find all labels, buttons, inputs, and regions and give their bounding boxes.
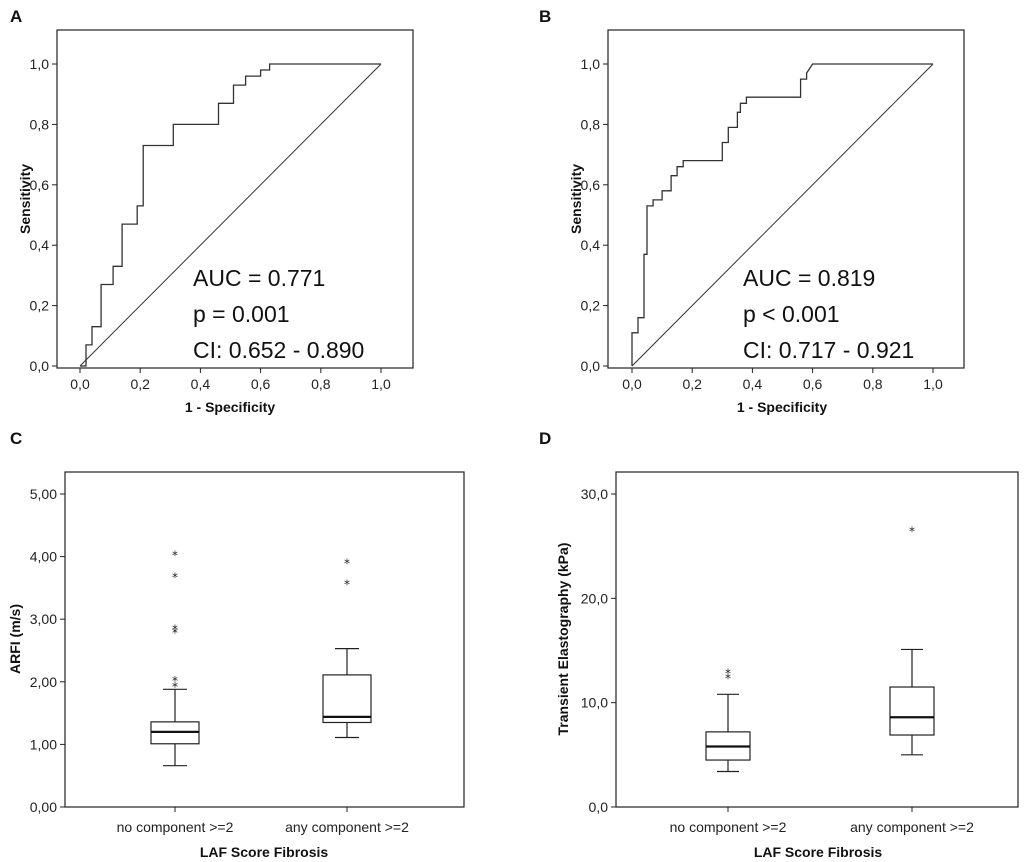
y-tick-label: 2,00 <box>30 674 57 690</box>
outlier-marker: * <box>172 622 178 636</box>
x-tick-label: 0,4 <box>191 376 211 392</box>
panel-b: B 0,0 0,2 0,4 0,6 0,8 1,0 0,0 0,2 0,4 0,6 0,8 1,0 1 -… <box>539 7 965 415</box>
x-tick-label: 0,4 <box>743 376 763 392</box>
box-plot-any-component: ** <box>322 557 372 739</box>
outlier-marker: * <box>172 680 178 694</box>
outlier-marker: * <box>909 524 915 538</box>
y-tick-label: 0,2 <box>581 298 601 314</box>
panel-letter-a: A <box>10 7 22 26</box>
x-tick-label: 1,0 <box>923 376 943 392</box>
y-tick-label: 1,00 <box>30 736 57 752</box>
y-tick-label: 0,0 <box>581 358 601 374</box>
panel-letter-d: D <box>539 429 551 448</box>
x-tick-label: 0,8 <box>863 376 883 392</box>
outlier-marker: * <box>344 557 350 571</box>
x-axis-title: 1 - Specificity <box>737 399 827 415</box>
y-tick-label: 0,0 <box>30 358 50 374</box>
annotation-ci: CI: 0.652 - 0.890 <box>193 337 364 363</box>
box-plot-no-component: ****** <box>150 549 200 767</box>
y-tick-label: 1,0 <box>581 56 601 72</box>
panel-letter-c: C <box>10 429 22 448</box>
iqr-box <box>889 686 935 736</box>
y-axis-title: Sensitivity <box>17 164 33 234</box>
x-axis-title: 1 - Specificity <box>185 399 275 415</box>
x-category-label: any component >=2 <box>850 819 974 835</box>
annotation-auc: AUC = 0.771 <box>193 265 325 291</box>
box-plot-no-component: ** <box>705 666 751 773</box>
panel-d: D 0,0 10,0 20,0 30,0 LAF Score Fibrosis Transi… <box>539 429 1019 860</box>
x-category-label: any component >=2 <box>285 819 409 835</box>
roc-curve-line <box>80 63 381 367</box>
y-axis-title: Transient Elastography (kPa) <box>555 543 571 736</box>
outlier-marker: * <box>172 674 178 688</box>
x-category-label: no component >=2 <box>670 819 787 835</box>
y-tick-label: 0,6 <box>30 177 50 193</box>
annotation-p-value: p < 0.001 <box>743 301 840 327</box>
x-tick-label: 0,6 <box>251 376 271 392</box>
annotation-p-value: p = 0.001 <box>193 301 290 327</box>
panel-c: C 0,00 1,00 2,00 3,00 4,00 5,00 LAF Score Fibro… <box>7 429 465 860</box>
y-tick-label: 3,00 <box>30 611 57 627</box>
y-tick-label: 0,00 <box>30 799 57 815</box>
outlier-marker: * <box>344 577 350 591</box>
outlier-marker: * <box>172 571 178 585</box>
plot-frame <box>607 29 965 369</box>
y-tick-label: 0,4 <box>581 237 601 253</box>
y-tick-label: 30,0 <box>581 486 608 502</box>
box-plot-any-component: * <box>889 524 935 756</box>
x-tick-label: 0,0 <box>70 376 90 392</box>
y-axis-title: ARFI (m/s) <box>7 604 23 674</box>
x-tick-label: 0,6 <box>803 376 823 392</box>
y-tick-label: 0,6 <box>581 177 601 193</box>
y-tick-label: 0,8 <box>30 116 50 132</box>
y-tick-label: 1,0 <box>30 56 50 72</box>
x-tick-label: 0,2 <box>682 376 702 392</box>
y-axis-title: Sensitivity <box>568 164 584 234</box>
y-tick-label: 0,4 <box>30 237 50 253</box>
reference-diagonal-line <box>631 63 934 367</box>
x-tick-label: 0,8 <box>311 376 331 392</box>
x-axis-title: LAF Score Fibrosis <box>200 844 329 860</box>
outlier-marker: * <box>172 626 178 640</box>
outlier-marker: * <box>172 549 178 563</box>
plot-frame <box>615 471 1019 808</box>
y-tick-label: 10,0 <box>581 695 608 711</box>
x-category-label: no component >=2 <box>117 819 234 835</box>
roc-curve-line <box>631 63 933 366</box>
x-axis-title: LAF Score Fibrosis <box>754 844 883 860</box>
y-tick-label: 5,00 <box>30 486 57 502</box>
plot-frame <box>64 471 465 808</box>
panel-letter-b: B <box>539 7 551 26</box>
annotation-ci: CI: 0.717 - 0.921 <box>743 337 914 363</box>
x-tick-label: 0,0 <box>622 376 642 392</box>
panel-a: A 0,0 0,2 0,4 0,6 0,8 1,0 0,0 0,2 0,4 0,6 0,8 1,0 1 -… <box>10 7 414 415</box>
y-tick-label: 20,0 <box>581 590 608 606</box>
y-tick-label: 0,8 <box>581 116 601 132</box>
y-tick-label: 0,2 <box>30 298 50 314</box>
iqr-box <box>322 674 372 724</box>
y-tick-label: 4,00 <box>30 549 57 565</box>
outlier-marker: * <box>725 666 731 680</box>
plot-frame <box>56 29 414 369</box>
x-tick-label: 0,2 <box>130 376 150 392</box>
outlier-marker: * <box>725 671 731 685</box>
y-tick-label: 0,0 <box>589 799 609 815</box>
x-tick-label: 1,0 <box>371 376 391 392</box>
annotation-auc: AUC = 0.819 <box>743 265 875 291</box>
reference-diagonal-line <box>79 63 382 367</box>
